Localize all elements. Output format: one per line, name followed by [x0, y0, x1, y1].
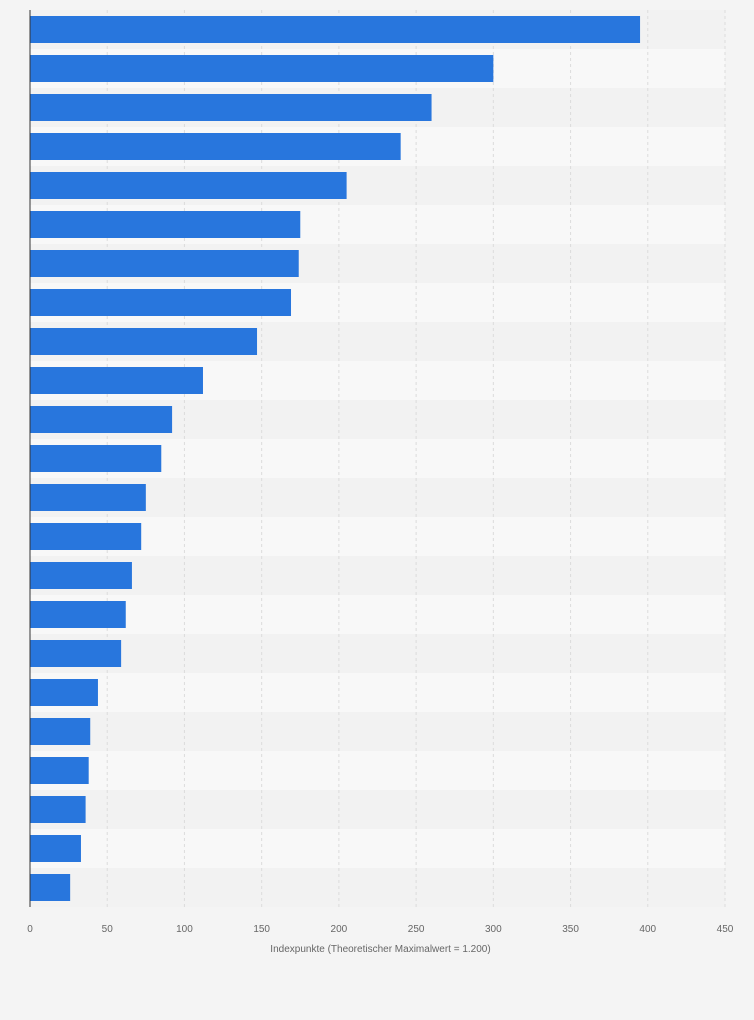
bar[interactable]: [30, 523, 142, 550]
row-band: [30, 634, 725, 673]
bar[interactable]: [30, 718, 91, 745]
x-tick-label: 350: [562, 924, 579, 935]
bar[interactable]: [30, 250, 299, 277]
x-tick-label: 450: [717, 924, 734, 935]
bar[interactable]: [30, 601, 126, 628]
row-band: [30, 829, 725, 868]
x-tick-label: 300: [485, 924, 502, 935]
bar[interactable]: [30, 484, 146, 511]
bar[interactable]: [30, 445, 162, 472]
bar[interactable]: [30, 796, 86, 823]
bar[interactable]: [30, 835, 81, 862]
bars: [30, 16, 641, 901]
x-tick-label: 150: [253, 924, 270, 935]
x-axis-title: Indexpunkte (Theoretischer Maximalwert =…: [270, 944, 490, 955]
bar[interactable]: [30, 16, 641, 43]
bar[interactable]: [30, 367, 203, 394]
bar[interactable]: [30, 55, 494, 82]
bar[interactable]: [30, 874, 71, 901]
x-tick-label: 200: [331, 924, 348, 935]
x-tick-label: 250: [408, 924, 425, 935]
row-band: [30, 868, 725, 907]
x-tick-label: 0: [27, 924, 33, 935]
bar[interactable]: [30, 94, 432, 121]
row-band: [30, 751, 725, 790]
x-tick-label: 400: [639, 924, 656, 935]
bar[interactable]: [30, 172, 347, 199]
bar[interactable]: [30, 640, 122, 667]
x-axis-ticks: 0 50 100 150 200 250 300 350 400 450: [27, 924, 734, 935]
bar[interactable]: [30, 562, 132, 589]
bar[interactable]: [30, 133, 401, 160]
row-band: [30, 595, 725, 634]
row-band: [30, 517, 725, 556]
bar[interactable]: [30, 406, 173, 433]
row-band: [30, 790, 725, 829]
x-tick-label: 50: [102, 924, 114, 935]
row-band: [30, 712, 725, 751]
row-band: [30, 673, 725, 712]
bar[interactable]: [30, 679, 98, 706]
bar[interactable]: [30, 757, 89, 784]
x-tick-label: 100: [176, 924, 193, 935]
row-band: [30, 556, 725, 595]
bar[interactable]: [30, 289, 292, 316]
bar[interactable]: [30, 328, 258, 355]
bar[interactable]: [30, 211, 301, 238]
